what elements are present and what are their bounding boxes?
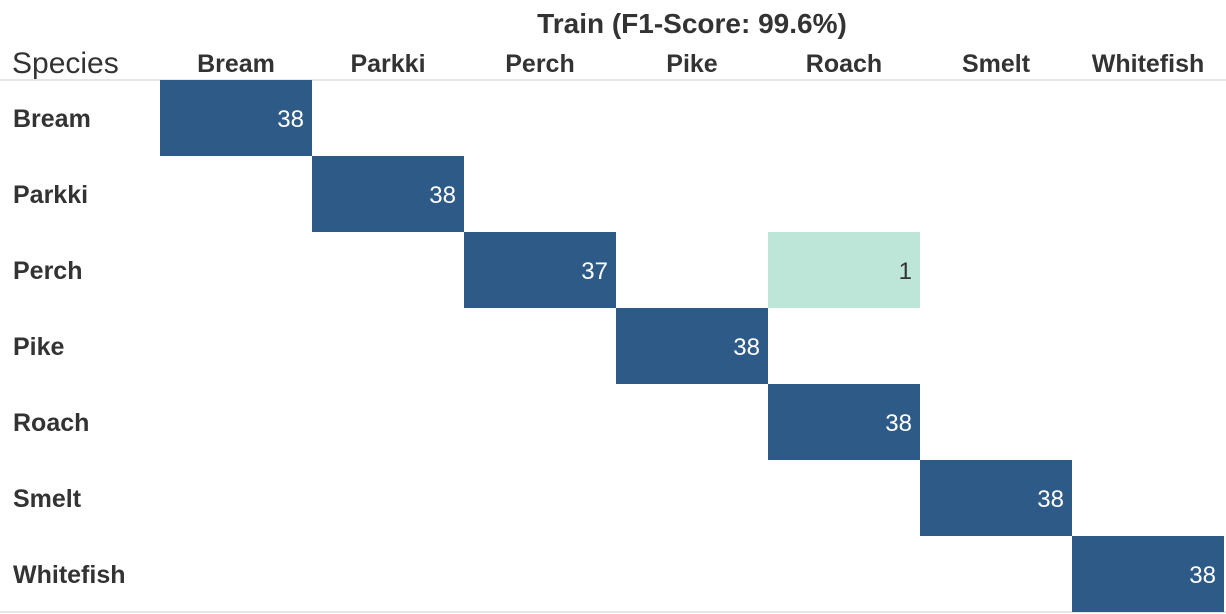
row-label-pike: Pike <box>13 333 65 361</box>
row-label-roach: Roach <box>13 409 89 437</box>
column-label-roach: Roach <box>806 50 882 78</box>
cell-value-smelt-smelt: 38 <box>1037 486 1064 513</box>
cell-value-perch-perch: 37 <box>581 258 608 285</box>
row-label-whitefish: Whitefish <box>13 561 126 589</box>
cell-bream-bream <box>160 80 312 156</box>
row-label-parkki: Parkki <box>13 181 88 209</box>
cell-value-bream-bream: 38 <box>277 106 304 133</box>
chart-title: Train (F1-Score: 99.6%) <box>537 8 847 39</box>
row-label-perch: Perch <box>13 257 82 285</box>
column-labels: Bream Parkki Perch Pike Roach Smelt Whitefish <box>197 50 1204 78</box>
row-header-label: Species <box>12 47 119 80</box>
row-label-bream: Bream <box>13 105 91 133</box>
cell-parkki-parkki <box>312 156 464 232</box>
cell-value-roach-roach: 38 <box>885 410 912 437</box>
cell-smelt-smelt <box>920 460 1072 536</box>
cell-whitefish-whitefish <box>1072 536 1224 612</box>
row-label-smelt: Smelt <box>13 485 82 513</box>
column-label-parkki: Parkki <box>350 50 425 78</box>
cell-value-parkki-parkki: 38 <box>429 182 456 209</box>
cell-value-pike-pike: 38 <box>733 334 760 361</box>
column-label-whitefish: Whitefish <box>1092 50 1205 78</box>
column-label-bream: Bream <box>197 50 275 78</box>
cell-perch-roach <box>768 232 920 308</box>
matrix-cells: 38 38 37 1 38 38 38 38 <box>160 80 1224 612</box>
cell-roach-roach <box>768 384 920 460</box>
cell-value-perch-roach: 1 <box>899 258 912 285</box>
cell-perch-perch <box>464 232 616 308</box>
column-label-perch: Perch <box>505 50 574 78</box>
cell-value-whitefish-whitefish: 38 <box>1189 562 1216 589</box>
column-label-smelt: Smelt <box>962 50 1031 78</box>
cell-pike-pike <box>616 308 768 384</box>
row-labels: Bream Parkki Perch Pike Roach Smelt Whitefish <box>13 105 126 589</box>
column-label-pike: Pike <box>666 50 718 78</box>
